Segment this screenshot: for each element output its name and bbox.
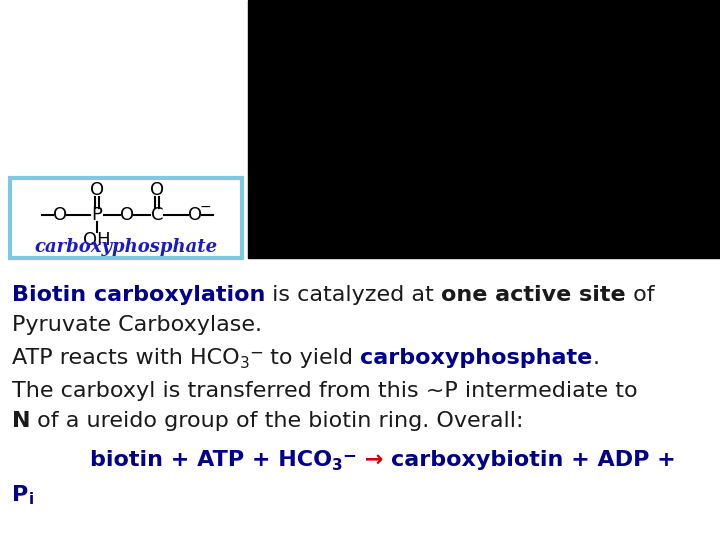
Text: O: O (188, 206, 202, 224)
Text: biotin + ATP + HCO: biotin + ATP + HCO (90, 450, 332, 470)
Text: P: P (12, 485, 28, 505)
Text: The carboxyl is transferred from this ~P intermediate to: The carboxyl is transferred from this ~P… (12, 381, 638, 401)
Bar (248, 0, 720, 258)
Text: −: − (249, 344, 264, 362)
Text: ATP reacts with HCO: ATP reacts with HCO (12, 348, 240, 368)
Text: i: i (28, 492, 33, 508)
Text: O: O (120, 206, 134, 224)
Text: OH: OH (84, 231, 111, 249)
Text: P: P (91, 206, 102, 224)
Text: carboxyphosphate: carboxyphosphate (35, 238, 217, 256)
Text: of: of (626, 285, 654, 305)
Text: N: N (12, 411, 30, 431)
Text: →: → (356, 450, 391, 470)
Text: O: O (53, 206, 67, 224)
Text: Pyruvate Carboxylase.: Pyruvate Carboxylase. (12, 315, 262, 335)
Text: one active site: one active site (441, 285, 626, 305)
Text: .: . (593, 348, 600, 368)
Text: C: C (150, 206, 163, 224)
Text: to yield: to yield (264, 348, 361, 368)
Text: is catalyzed at: is catalyzed at (266, 285, 441, 305)
Bar (10, 178, 242, 258)
Text: carboxyphosphate: carboxyphosphate (361, 348, 593, 368)
Text: 3: 3 (332, 457, 343, 472)
Text: O: O (90, 181, 104, 199)
Text: carboxybiotin + ADP +: carboxybiotin + ADP + (391, 450, 675, 470)
Text: −: − (199, 200, 211, 214)
Text: 3: 3 (240, 355, 249, 370)
Text: Biotin carboxylation: Biotin carboxylation (12, 285, 266, 305)
Text: −: − (343, 446, 356, 464)
Text: O: O (150, 181, 164, 199)
Text: of a ureido group of the biotin ring. Overall:: of a ureido group of the biotin ring. Ov… (30, 411, 524, 431)
